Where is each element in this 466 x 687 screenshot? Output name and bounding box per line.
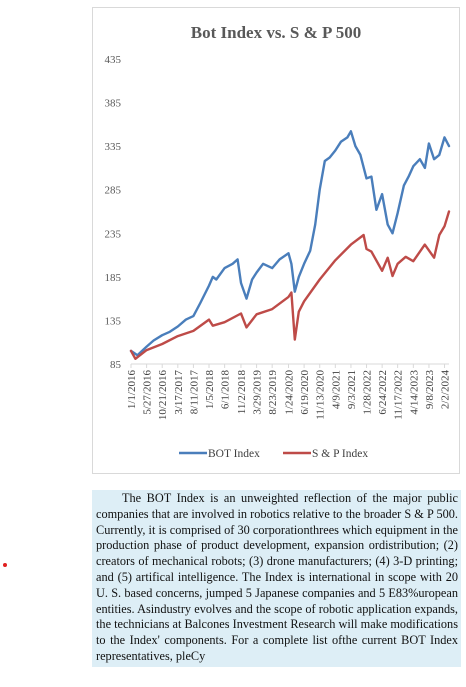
x-tick-label: 11/13/2020 xyxy=(315,370,327,420)
description-text: The BOT Index is an unweighted reflectio… xyxy=(92,490,461,667)
x-tick-label: 1/5/2018 xyxy=(204,370,216,410)
x-tick-label: 8/23/2019 xyxy=(267,370,279,415)
y-tick-label: 285 xyxy=(105,185,122,197)
sp-index-line xyxy=(129,210,451,360)
x-tick-label: 4/9/2021 xyxy=(330,370,342,409)
x-tick-label: 11/17/2022 xyxy=(393,370,405,420)
red-dot-marker xyxy=(3,563,7,567)
bot-index-line xyxy=(129,130,451,357)
legend-label-sp: S & P Index xyxy=(312,448,368,460)
chart-title: Bot Index vs. S & P 500 xyxy=(191,23,362,42)
x-tick-label: 3/29/2019 xyxy=(252,370,264,415)
x-tick-label: 6/1/2018 xyxy=(220,370,232,410)
x-tick-label: 6/24/2022 xyxy=(377,370,389,415)
y-tick-label: 85 xyxy=(110,359,122,371)
y-tick-label: 135 xyxy=(105,315,122,327)
x-tick-label: 6/19/2020 xyxy=(299,370,311,415)
x-tick-label: 1/1/2016 xyxy=(126,370,138,410)
y-tick-label: 235 xyxy=(105,228,122,240)
x-tick-label: 1/28/2022 xyxy=(362,370,374,415)
y-tick-label: 335 xyxy=(105,141,122,153)
x-tick-label: 9/3/2021 xyxy=(346,370,358,409)
x-tick-label: 5/27/2016 xyxy=(142,370,154,415)
x-tick-label: 3/17/2017 xyxy=(173,370,185,415)
y-tick-label: 385 xyxy=(105,98,122,110)
x-tick-label: 9/8/2023 xyxy=(424,370,436,410)
x-tick-label: 2/2/2024 xyxy=(440,370,452,410)
x-tick-label: 8/11/2017 xyxy=(188,370,200,415)
line-chart: Bot Index vs. S & P 500 85 135 185 235 285 33… xyxy=(105,23,452,460)
chart-frame: Bot Index vs. S & P 500 85 135 185 235 285 33… xyxy=(92,7,460,474)
x-tick-label: 1/24/2020 xyxy=(284,370,296,415)
x-tick-label: 11/2/2018 xyxy=(236,370,248,415)
legend-label-bot: BOT Index xyxy=(208,448,260,460)
y-tick-label: 435 xyxy=(105,54,122,66)
x-tick-label: 10/21/2016 xyxy=(157,370,169,421)
x-tick-label: 4/14/2023 xyxy=(408,370,420,415)
y-tick-label: 185 xyxy=(105,272,122,284)
